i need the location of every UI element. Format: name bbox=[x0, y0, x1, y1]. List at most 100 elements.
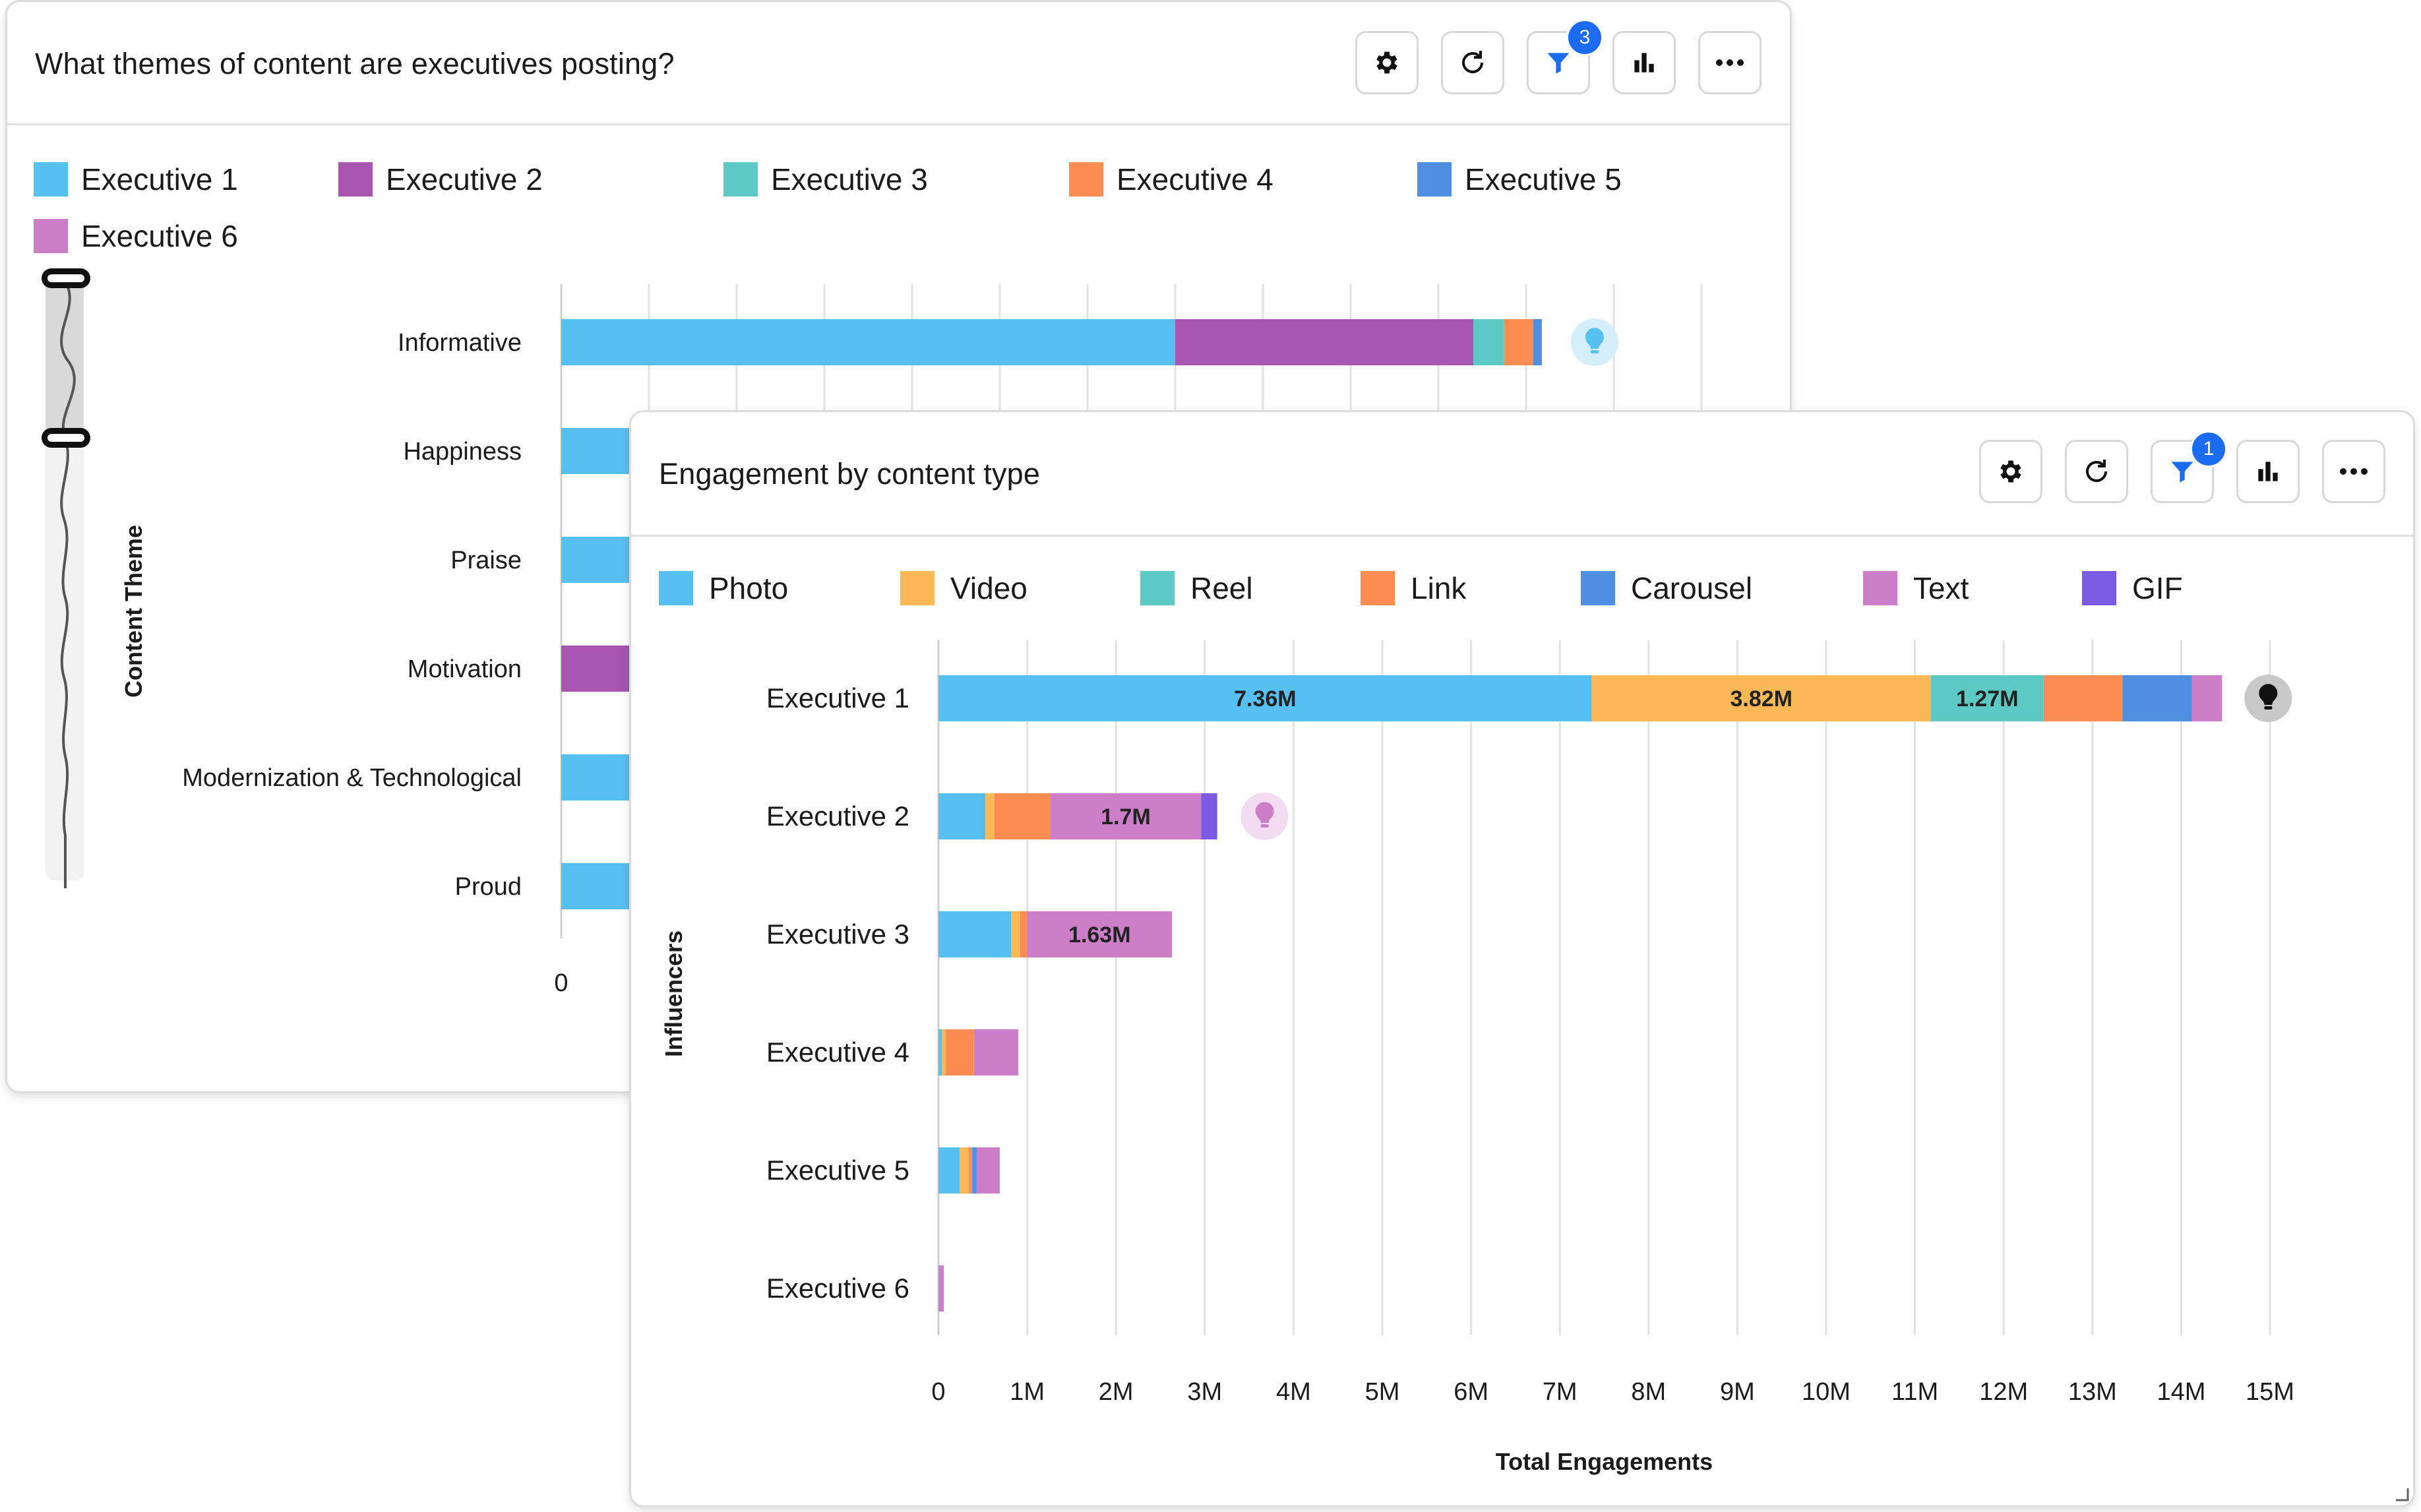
legend-item[interactable]: Executive 6 bbox=[34, 218, 238, 254]
bar-segment[interactable] bbox=[945, 1029, 974, 1075]
legend-label: Executive 5 bbox=[1465, 162, 1622, 197]
legend-item[interactable]: Executive 3 bbox=[723, 162, 928, 197]
bar-segment[interactable] bbox=[1533, 319, 1542, 365]
x-tick-label: 7M bbox=[1543, 1378, 1578, 1406]
legend-item[interactable]: Executive 2 bbox=[338, 162, 543, 197]
filter-count-badge: 1 bbox=[2190, 431, 2227, 468]
legend-item[interactable]: Link bbox=[1361, 570, 1466, 606]
x-axis-title: Total Engagements bbox=[1496, 1448, 1713, 1475]
legend-swatch bbox=[34, 219, 68, 253]
category-label: Motivation bbox=[408, 655, 522, 683]
bar-segment[interactable] bbox=[1201, 793, 1217, 839]
legend-swatch bbox=[659, 571, 693, 605]
bar-segment[interactable] bbox=[973, 1029, 1019, 1075]
legend-swatch bbox=[1069, 162, 1103, 197]
legend-label: Carousel bbox=[1631, 571, 1753, 605]
bar-segment[interactable] bbox=[938, 1265, 944, 1312]
category-label: Executive 6 bbox=[766, 1273, 909, 1304]
bar-segment[interactable] bbox=[1027, 911, 1172, 957]
legend-item[interactable]: Reel bbox=[1140, 570, 1253, 606]
legend-item[interactable]: Executive 4 bbox=[1069, 162, 1273, 197]
resize-grip-icon[interactable] bbox=[2393, 1486, 2409, 1501]
legend-label: Reel bbox=[1190, 571, 1253, 605]
category-label: Executive 1 bbox=[766, 682, 909, 713]
engagement-chart: 0 1M 2M 3M 4M 5M 6M 7M 8M 9M 10M 11M 12M 13M 14M 15M Tot… bbox=[660, 640, 2294, 1475]
legend-item[interactable]: Executive 1 bbox=[34, 162, 238, 197]
bar-segment[interactable] bbox=[1504, 319, 1533, 365]
legend-label: Photo bbox=[709, 571, 789, 605]
bar-segment[interactable] bbox=[1011, 911, 1020, 957]
bar-segment[interactable] bbox=[960, 1147, 969, 1194]
bar-segment[interactable] bbox=[2191, 675, 2222, 721]
bar-segment[interactable] bbox=[1050, 793, 1202, 839]
insight-bulb-icon[interactable] bbox=[1241, 793, 1289, 840]
x-tick-label: 10M bbox=[1802, 1378, 1851, 1406]
bar-chart-icon bbox=[1634, 53, 1654, 73]
bar-segment[interactable] bbox=[1020, 911, 1027, 957]
bar-segment[interactable] bbox=[1175, 319, 1474, 365]
bar-segment[interactable] bbox=[985, 793, 995, 839]
legend-item[interactable]: Executive 5 bbox=[1417, 162, 1622, 197]
legend-item[interactable]: Carousel bbox=[1581, 570, 1752, 606]
more-options-button[interactable] bbox=[1698, 31, 1762, 94]
filter-icon bbox=[1547, 53, 1570, 74]
x-tick-label: 15M bbox=[2246, 1378, 2294, 1406]
legend-swatch bbox=[1361, 571, 1395, 605]
x-tick-label: 2M bbox=[1099, 1378, 1134, 1406]
insight-bulb-icon[interactable] bbox=[1570, 318, 1618, 366]
zoom-slider[interactable] bbox=[42, 268, 90, 888]
bar-segment[interactable] bbox=[968, 1147, 973, 1194]
bar-segment[interactable] bbox=[938, 793, 986, 839]
slider-handle-bottom[interactable] bbox=[42, 428, 90, 448]
slider-handle-top[interactable] bbox=[42, 268, 90, 288]
legend-label: Executive 6 bbox=[81, 219, 238, 253]
insight-bulb-icon[interactable] bbox=[2244, 675, 2292, 722]
gear-icon bbox=[1376, 51, 1397, 74]
bar-segment[interactable] bbox=[938, 911, 1012, 957]
y-axis-title: Influencers bbox=[660, 930, 687, 1057]
engagement-card-header: Engagement by content type 1 bbox=[631, 412, 2413, 537]
legend-label: Executive 1 bbox=[81, 162, 238, 197]
legend-item[interactable]: Photo bbox=[659, 570, 788, 606]
x-tick-label: 12M bbox=[1979, 1378, 2028, 1406]
chart-type-button[interactable] bbox=[1612, 31, 1676, 94]
bar-segment[interactable] bbox=[938, 675, 1592, 721]
bar-segment[interactable] bbox=[561, 319, 1175, 365]
bar-segment[interactable] bbox=[976, 1147, 1000, 1194]
legend-label: Link bbox=[1411, 571, 1467, 605]
legend-label: GIF bbox=[2132, 571, 2183, 605]
bar-segment[interactable] bbox=[1930, 675, 2044, 721]
x-tick-label: 6M bbox=[1454, 1378, 1488, 1406]
category-label: Executive 3 bbox=[766, 919, 909, 950]
legend-swatch bbox=[1417, 162, 1452, 197]
category-label: Informative bbox=[398, 329, 522, 357]
data-label: 3.82M bbox=[1730, 686, 1793, 711]
legend-label: Video bbox=[950, 571, 1027, 605]
engagement-card-title: Engagement by content type bbox=[659, 457, 1041, 491]
bar-segment[interactable] bbox=[2043, 675, 2123, 721]
refresh-button[interactable] bbox=[2065, 440, 2128, 503]
legend-swatch bbox=[34, 162, 68, 197]
more-icon bbox=[2340, 468, 2368, 475]
legend-item[interactable]: Text bbox=[1863, 570, 1969, 606]
refresh-button[interactable] bbox=[1441, 31, 1504, 94]
category-label: Executive 4 bbox=[766, 1037, 909, 1068]
bar-segment[interactable] bbox=[1473, 319, 1504, 365]
gear-icon bbox=[2000, 460, 2021, 483]
chart-type-button[interactable] bbox=[2236, 440, 2300, 503]
legend-item[interactable]: GIF bbox=[2082, 570, 2183, 606]
bar-segment[interactable] bbox=[942, 1029, 946, 1075]
category-label: Executive 2 bbox=[766, 801, 909, 832]
settings-button[interactable] bbox=[1979, 440, 2042, 503]
bar-segment[interactable] bbox=[2122, 675, 2192, 721]
bar-segment[interactable] bbox=[972, 1147, 977, 1194]
bar-segment[interactable] bbox=[938, 1147, 960, 1194]
bar-segment[interactable] bbox=[938, 1029, 942, 1075]
legend-label: Executive 3 bbox=[771, 162, 928, 197]
bar-segment[interactable] bbox=[1591, 675, 1931, 721]
bar-segment[interactable] bbox=[994, 793, 1051, 839]
legend-label: Text bbox=[1913, 571, 1969, 605]
legend-item[interactable]: Video bbox=[900, 570, 1027, 606]
settings-button[interactable] bbox=[1355, 31, 1419, 94]
more-options-button[interactable] bbox=[2322, 440, 2385, 503]
